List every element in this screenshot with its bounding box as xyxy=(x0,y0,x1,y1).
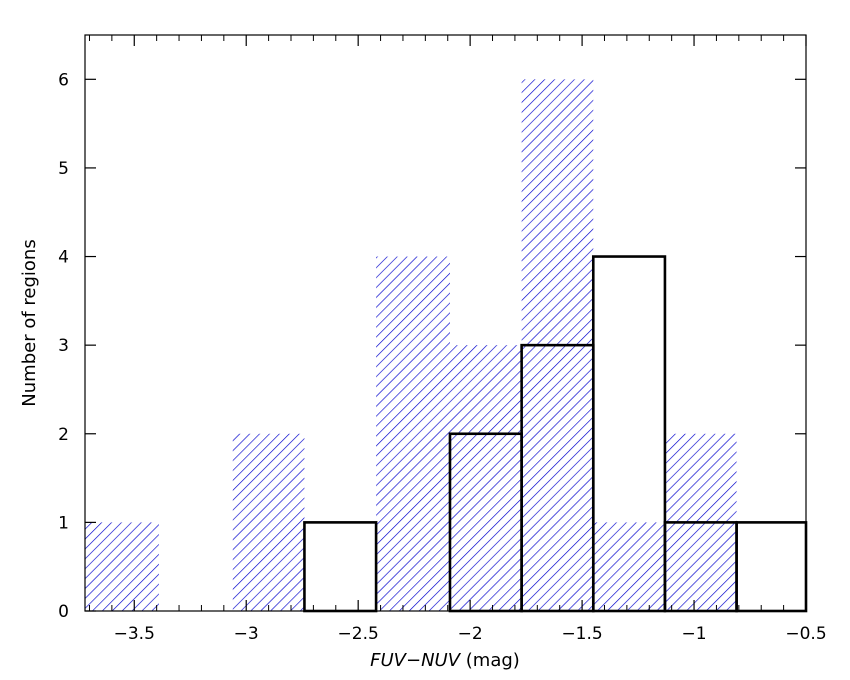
y-tick-label: 0 xyxy=(58,602,69,622)
hatched-bar xyxy=(593,522,665,611)
x-tick-label: −3 xyxy=(234,624,259,644)
hatched-bar xyxy=(232,433,305,611)
hatched-bar xyxy=(449,345,522,611)
y-tick-labels: 0 1 2 3 4 5 6 xyxy=(58,70,69,622)
outline-bar xyxy=(303,521,378,613)
y-tick-label: 5 xyxy=(58,159,69,179)
x-tick-label: −2 xyxy=(458,624,483,644)
hatched-bar xyxy=(376,256,450,611)
x-tick-label: −2.5 xyxy=(338,624,379,644)
axis-ticks xyxy=(85,35,807,612)
y-tick-label: 6 xyxy=(58,70,69,90)
y-tick-label: 1 xyxy=(58,513,69,533)
outline-bar xyxy=(735,521,808,613)
y-axis-title: Number of regions xyxy=(19,239,40,406)
x-tick-label: −0.5 xyxy=(785,624,826,644)
x-axis-title: FUV−NUV (mag) xyxy=(370,650,520,671)
blue-hatched-series xyxy=(85,79,737,612)
x-axis-title-unit: (mag) xyxy=(466,650,520,671)
y-tick-label: 3 xyxy=(58,336,69,356)
x-tick-label: −3.5 xyxy=(114,624,155,644)
x-axis-title-main: FUV−NUV xyxy=(370,650,462,671)
y-tick-label: 4 xyxy=(58,248,69,268)
plot-frame xyxy=(84,34,807,612)
x-tick-label: −1.5 xyxy=(561,624,602,644)
hatched-bar xyxy=(85,522,159,611)
x-tick-label: −1 xyxy=(682,624,707,644)
y-tick-label: 2 xyxy=(58,425,69,445)
x-tick-labels: −3.5 −3 −2.5 −2 −1.5 −1 −0.5 xyxy=(114,624,827,644)
